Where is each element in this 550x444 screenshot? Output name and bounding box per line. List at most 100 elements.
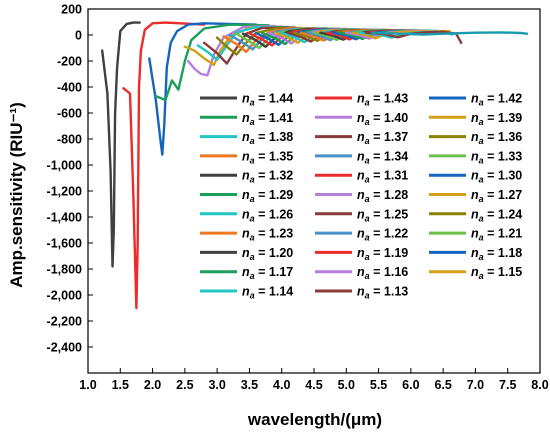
y-tick-label: -1,800: [47, 263, 82, 277]
y-tick-label: -2,200: [47, 315, 82, 329]
legend-label: na = 1.17: [242, 265, 293, 281]
x-tick-label: 3.0: [208, 378, 225, 392]
x-tick-label: 1.0: [79, 378, 96, 392]
y-tick-label: -1,000: [47, 159, 82, 173]
legend-label: na = 1.32: [242, 169, 293, 185]
legend-label-subscript: a: [479, 98, 484, 108]
legend-label-value: = 1.18: [484, 246, 523, 260]
legend-label: na = 1.29: [242, 188, 293, 204]
legend-label-symbol: n: [471, 188, 479, 202]
legend-label: na = 1.13: [357, 285, 408, 301]
legend-label: na = 1.34: [357, 149, 408, 165]
legend-label-subscript: a: [479, 252, 484, 262]
x-tick-label: 6.0: [402, 378, 419, 392]
legend-label-value: = 1.38: [255, 130, 294, 144]
legend-label-value: = 1.27: [484, 188, 523, 202]
legend-label: na = 1.37: [357, 130, 408, 146]
x-tick-label: 4.0: [273, 378, 290, 392]
series-line: [148, 22, 258, 156]
y-tick-label: -2,400: [47, 341, 82, 355]
legend-label-value: = 1.39: [484, 111, 523, 125]
legend-label-subscript: a: [479, 194, 484, 204]
legend-label-value: = 1.37: [370, 130, 409, 144]
legend-label-symbol: n: [357, 285, 365, 299]
legend-label-subscript: a: [365, 233, 370, 243]
legend-label-symbol: n: [357, 265, 365, 279]
legend-label-symbol: n: [242, 246, 250, 260]
legend-label: na = 1.21: [471, 227, 522, 243]
legend-label-value: = 1.42: [484, 92, 523, 106]
series-line: [203, 26, 296, 65]
legend-label-symbol: n: [242, 149, 250, 163]
y-tick-label: -800: [57, 133, 82, 147]
legend-label-subscript: a: [479, 155, 484, 165]
legend-label-symbol: n: [357, 149, 365, 163]
legend-label-subscript: a: [250, 291, 255, 301]
y-tick-label: -600: [57, 107, 82, 121]
legend-label-value: = 1.35: [255, 149, 294, 163]
legend-label: na = 1.39: [471, 111, 522, 127]
legend-label-subscript: a: [365, 252, 370, 262]
legend-label-symbol: n: [242, 92, 250, 106]
legend-label-symbol: n: [357, 130, 365, 144]
legend-label: na = 1.26: [242, 207, 293, 223]
legend-label-symbol: n: [471, 149, 479, 163]
legend-label-subscript: a: [250, 252, 255, 262]
legend-label-subscript: a: [365, 291, 370, 301]
legend-label-symbol: n: [242, 169, 250, 183]
legend-label-value: = 1.40: [370, 111, 409, 125]
legend-label-symbol: n: [242, 285, 250, 299]
legend-label-subscript: a: [365, 213, 370, 223]
legend-label-subscript: a: [250, 136, 255, 146]
legend-label-symbol: n: [357, 207, 365, 221]
legend-label-symbol: n: [357, 111, 365, 125]
legend-label: na = 1.15: [471, 265, 522, 281]
legend-label-value: = 1.28: [370, 188, 409, 202]
legend-label: na = 1.27: [471, 188, 522, 204]
legend-label-value: = 1.14: [255, 285, 294, 299]
legend-label: na = 1.22: [357, 227, 408, 243]
legend-label-value: = 1.31: [370, 169, 409, 183]
y-axis-ticks: 200 0 -200 -400 -600 -800 -1,000 -1,200 -1,400 -1…: [47, 3, 93, 355]
legend-label-subscript: a: [479, 213, 484, 223]
legend-label: na = 1.31: [357, 169, 408, 185]
x-tick-label: 1.5: [112, 378, 129, 392]
legend-label-symbol: n: [471, 227, 479, 241]
legend-label-symbol: n: [471, 130, 479, 144]
legend-label-subscript: a: [365, 175, 370, 185]
x-tick-label: 8.0: [531, 378, 548, 392]
legend-label: na = 1.30: [471, 169, 522, 185]
y-tick-label: -1,200: [47, 185, 82, 199]
x-tick-label: 5.5: [370, 378, 387, 392]
legend-label: na = 1.36: [471, 130, 522, 146]
legend-label-subscript: a: [479, 136, 484, 146]
legend-label-subscript: a: [250, 175, 255, 185]
legend-label-symbol: n: [242, 265, 250, 279]
legend-label-value: = 1.34: [370, 149, 409, 163]
x-tick-label: 5.0: [338, 378, 355, 392]
legend-label: na = 1.19: [357, 246, 408, 262]
legend-label-value: = 1.21: [484, 227, 523, 241]
legend-label: na = 1.42: [471, 92, 522, 108]
legend-label: na = 1.33: [471, 149, 522, 165]
legend-label-subscript: a: [365, 271, 370, 281]
legend-label: na = 1.18: [471, 246, 522, 262]
legend-label-subscript: a: [479, 175, 484, 185]
legend-label-symbol: n: [357, 169, 365, 183]
legend-label-value: = 1.23: [255, 227, 294, 241]
legend-label-symbol: n: [471, 265, 479, 279]
x-tick-label: 7.5: [499, 378, 516, 392]
legend-label: na = 1.44: [242, 92, 293, 108]
y-axis-title: Amp.sensitivity (RIU⁻¹): [7, 102, 26, 288]
legend-label-subscript: a: [479, 233, 484, 243]
legend-label-subscript: a: [365, 155, 370, 165]
legend-label-value: = 1.36: [484, 130, 523, 144]
legend-label: na = 1.14: [242, 285, 293, 301]
legend-label-value: = 1.44: [255, 92, 294, 106]
x-axis-title: wavelength/(μm): [247, 410, 382, 429]
series-lines: [101, 21, 529, 310]
legend-label-subscript: a: [365, 117, 370, 127]
legend-label-subscript: a: [250, 98, 255, 108]
